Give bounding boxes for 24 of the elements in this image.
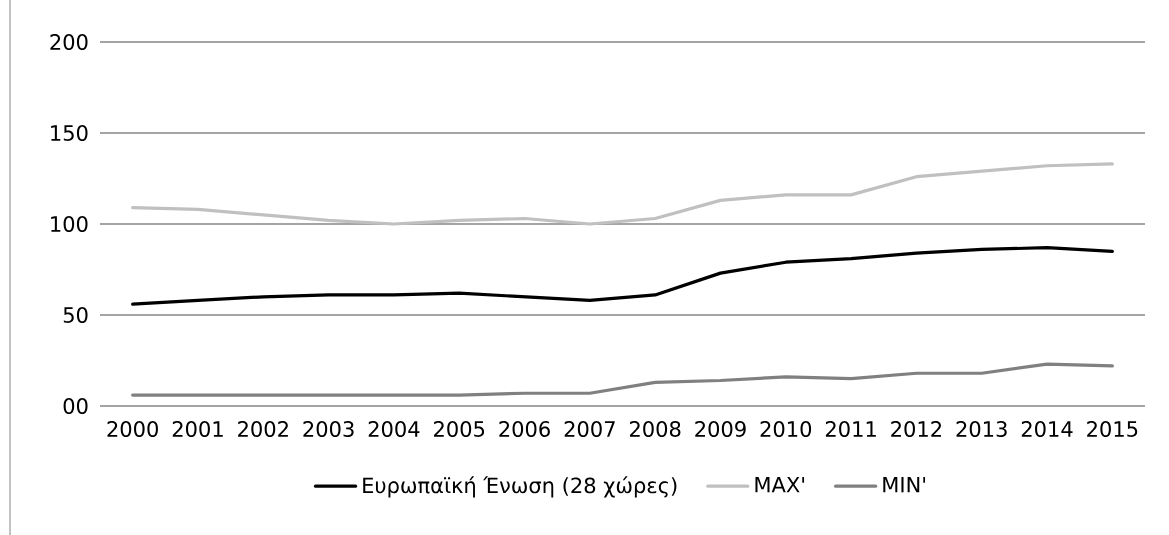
y-tick-label: 200: [50, 34, 88, 50]
x-tick-label: 2009: [695, 421, 746, 437]
y-tick-label: 50: [63, 307, 88, 323]
x-tick-label: 2011: [825, 421, 876, 437]
x-tick-label: 2008: [629, 421, 681, 437]
x-tick-label: 2005: [434, 421, 485, 437]
y-tick-label: 100: [51, 216, 88, 232]
x-tick-label: 2006: [499, 421, 550, 437]
x-tick-label: 2004: [368, 421, 420, 437]
legend-label: MAX': [755, 477, 805, 493]
x-tick-label: 2001: [172, 421, 223, 437]
x-tick-label: 2010: [760, 421, 812, 437]
x-tick-label: 2002: [238, 421, 288, 437]
legend-label: Ευρωπαϊκή Ένωση (28 χώρες): [363, 476, 677, 498]
x-tick-label: 2013: [956, 421, 1007, 437]
x-tick-label: 2007: [564, 421, 615, 437]
x-tick-label: 2014: [1021, 421, 1073, 437]
y-tick-label: 150: [51, 125, 88, 141]
x-tick-label: 2012: [891, 421, 942, 437]
x-tick-label: 2015: [1087, 421, 1138, 437]
x-tick-label: 2003: [303, 421, 354, 437]
x-tick-label: 2000: [107, 421, 158, 437]
legend-label: MIN': [883, 477, 926, 493]
y-tick-label: 00: [63, 398, 88, 414]
